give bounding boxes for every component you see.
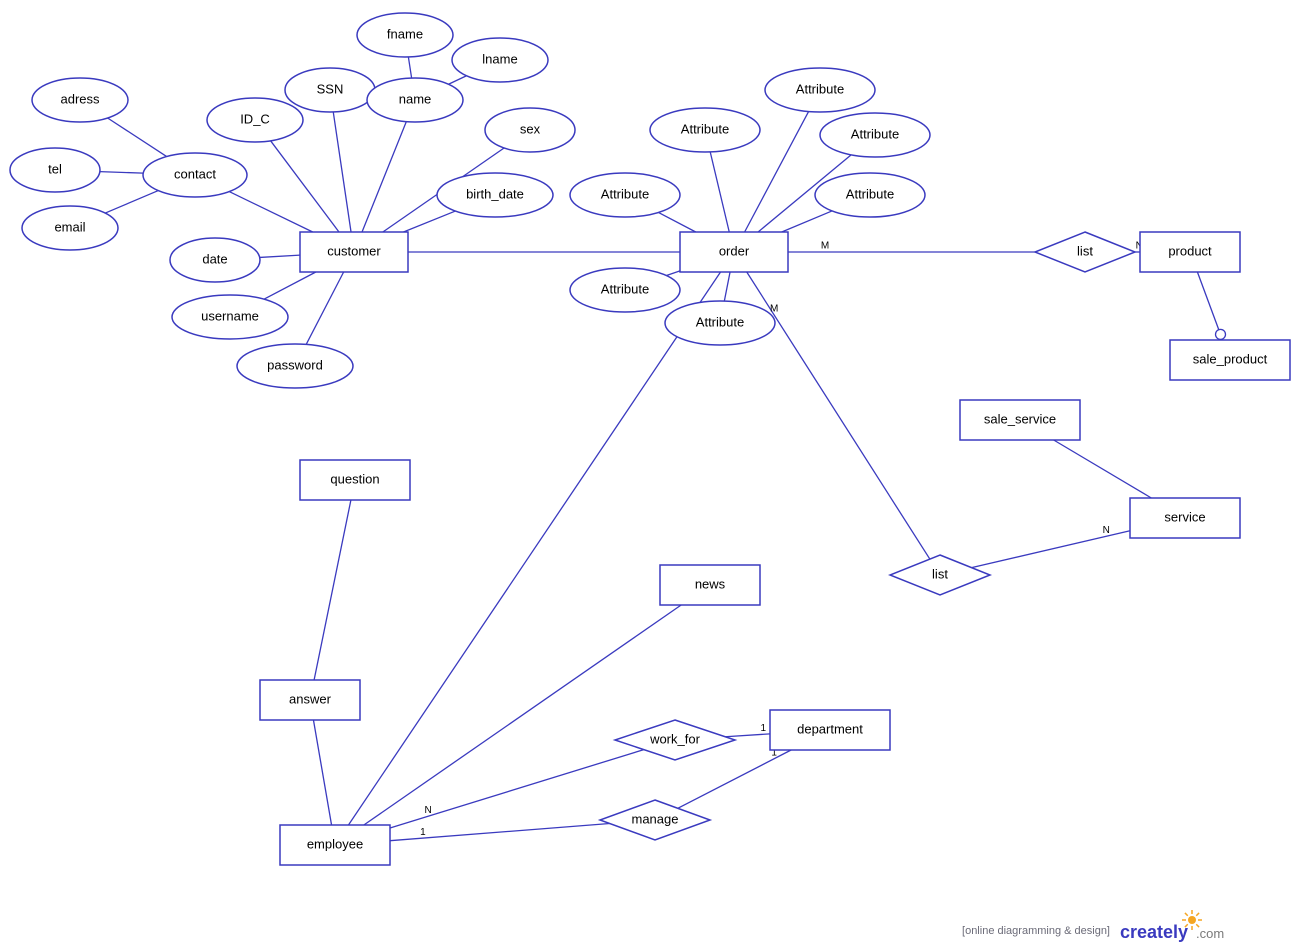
- cardinality-label: N: [424, 805, 431, 816]
- brand-name: creately: [1120, 922, 1188, 942]
- edge: [725, 734, 770, 737]
- relationship-label: list: [1077, 243, 1093, 258]
- edge: [264, 272, 316, 299]
- footer: [online diagramming & design] creately .co…: [962, 910, 1224, 942]
- cardinality-label: N: [1103, 525, 1110, 536]
- edge: [724, 272, 730, 301]
- attribute-label: ID_C: [240, 111, 270, 126]
- edge: [782, 211, 832, 232]
- attribute-label: date: [202, 251, 227, 266]
- cardinality-label: M: [770, 304, 778, 315]
- entity-label: service: [1164, 509, 1205, 524]
- edge: [362, 122, 406, 232]
- edge: [403, 211, 455, 232]
- entity-label: answer: [289, 691, 332, 706]
- edge: [747, 272, 930, 559]
- attribute-label: lname: [482, 51, 517, 66]
- attribute-label: email: [54, 219, 85, 234]
- edge: [100, 172, 143, 174]
- er-diagram: MNMNN111adresstelemailcontactID_CSSNfnam…: [0, 0, 1302, 951]
- attribute-label: name: [399, 91, 432, 106]
- relationship-label: list: [932, 566, 948, 581]
- specialization-marker: [1216, 329, 1226, 339]
- brand-suffix: .com: [1196, 926, 1224, 941]
- edge: [710, 152, 729, 232]
- attribute-label: Attribute: [696, 314, 744, 329]
- attribute-label: Attribute: [851, 126, 899, 141]
- footer-tagline: [online diagramming & design]: [962, 925, 1110, 937]
- entity-label: order: [719, 243, 750, 258]
- attribute-label: Attribute: [796, 81, 844, 96]
- relationship-label: work_for: [649, 731, 701, 746]
- cardinality-label: 1: [420, 827, 426, 838]
- edge: [364, 605, 681, 825]
- entity-label: news: [695, 576, 726, 591]
- attribute-label: fname: [387, 26, 423, 41]
- attributes-layer: adress tel email contact ID_C SSN fname name lna…: [10, 13, 930, 388]
- entity-label: product: [1168, 243, 1212, 258]
- attribute-label: SSN: [317, 81, 344, 96]
- edge: [260, 255, 300, 257]
- entity-label: sale_product: [1193, 351, 1268, 366]
- edge: [678, 750, 791, 808]
- attribute-label: password: [267, 357, 323, 372]
- attribute-label: adress: [60, 91, 100, 106]
- edge: [105, 191, 158, 213]
- attribute-label: sex: [520, 121, 541, 136]
- attribute-label: tel: [48, 161, 62, 176]
- cardinality-label: 1: [761, 723, 767, 734]
- attribute-label: Attribute: [681, 121, 729, 136]
- edge: [108, 118, 167, 157]
- edge: [333, 112, 351, 232]
- entity-label: question: [330, 471, 379, 486]
- edge: [658, 212, 695, 232]
- attribute-label: Attribute: [846, 186, 894, 201]
- edge: [306, 272, 343, 344]
- edge: [390, 750, 644, 828]
- edge: [972, 531, 1130, 568]
- relationship-label: manage: [632, 811, 679, 826]
- entity-label: department: [797, 721, 863, 736]
- attribute-label: contact: [174, 166, 216, 181]
- edge: [1054, 440, 1152, 498]
- edge: [314, 500, 351, 680]
- entity-label: customer: [327, 243, 381, 258]
- attribute-label: Attribute: [601, 281, 649, 296]
- edge: [408, 57, 411, 78]
- edge: [229, 192, 312, 232]
- attribute-label: birth_date: [466, 186, 524, 201]
- edges-layer: MNMNN111: [100, 57, 1226, 841]
- edge: [448, 76, 466, 84]
- edge: [271, 141, 339, 232]
- edge: [313, 720, 331, 825]
- attribute-label: Attribute: [601, 186, 649, 201]
- entity-label: employee: [307, 836, 363, 851]
- edge: [666, 271, 680, 276]
- entity-label: sale_service: [984, 411, 1056, 426]
- attribute-label: username: [201, 308, 259, 323]
- cardinality-label: M: [821, 241, 829, 252]
